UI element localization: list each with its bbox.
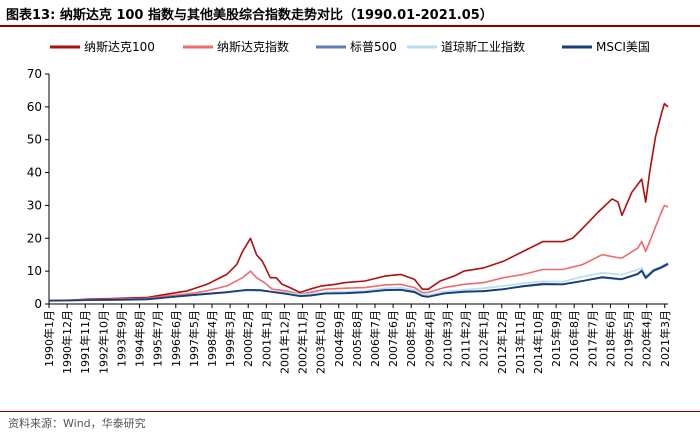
x-tick-label: 2007年6月: [386, 310, 400, 367]
y-tick-label: 50: [27, 133, 42, 147]
x-tick-label: 2018年6月: [603, 310, 617, 367]
source-note: 资料来源：Wind，华泰研究: [8, 417, 146, 430]
y-tick-label: 70: [27, 67, 42, 81]
x-tick-label: 1995年7月: [151, 310, 165, 367]
legend: 纳斯达克100 纳斯达克指数 标普500 道琼斯工业指数 MSCI美国: [50, 39, 650, 54]
x-tick-label: 2012年1月: [477, 310, 491, 367]
x-tick-label: 2003年10月: [314, 310, 328, 374]
legend-label-1: 纳斯达克指数: [217, 39, 289, 54]
y-tick-label: 0: [34, 297, 42, 311]
x-tick-label: 1992年10月: [96, 310, 110, 374]
x-tick-label: 2011年2月: [459, 310, 473, 367]
x-tick-label: 2004年9月: [332, 310, 346, 367]
x-tick-label: 2005年8月: [350, 310, 364, 367]
x-tick-label: 2021年3月: [658, 310, 672, 367]
series-lines: [48, 102, 669, 302]
x-tick-label: 1996年6月: [169, 310, 183, 367]
axes: 0 10 20 30 40 50 60 70 1990年1月 1990年12月 1991年11月 19…: [27, 67, 672, 374]
y-tick-label: 40: [27, 166, 42, 180]
y-tick-label: 60: [27, 100, 42, 114]
x-tick-label: 1990年12月: [60, 310, 74, 374]
y-tick-label: 30: [27, 198, 42, 212]
header-rule: [0, 25, 700, 27]
x-tick-label: 2002年11月: [296, 310, 310, 374]
y-tick-label: 10: [27, 264, 42, 278]
x-tick-label: 2014年10月: [531, 310, 545, 374]
x-tick-label: 1990年1月: [42, 310, 56, 367]
x-tick-label: 2013年11月: [513, 310, 527, 374]
x-tick-label: 2020年4月: [640, 310, 654, 367]
x-tick-label: 2009年4月: [422, 310, 436, 367]
x-tick-label: 2001年12月: [277, 310, 291, 374]
series-line-0: [48, 102, 669, 302]
legend-label-4: MSCI美国: [596, 40, 650, 54]
legend-label-0: 纳斯达克100: [84, 40, 155, 54]
x-tick-label: 1994年8月: [133, 310, 147, 367]
footer-rule: [0, 411, 700, 412]
x-tick-label: 1997年5月: [187, 310, 201, 367]
x-tick-label: 2001年1月: [259, 310, 273, 367]
x-tick-label: 2000年2月: [241, 310, 255, 367]
x-tick-label: 2017年7月: [585, 310, 599, 367]
x-tick-label: 1991年11月: [78, 310, 92, 374]
x-tick-label: 2016年8月: [567, 310, 581, 367]
x-tick-label: 2008年5月: [404, 310, 418, 367]
x-tick-label: 2006年7月: [368, 310, 382, 367]
legend-label-3: 道琼斯工业指数: [441, 39, 525, 54]
chart-title: 图表13: 纳斯达克 100 指数与其他美股综合指数走势对比（1990.01-2…: [6, 8, 493, 23]
x-tick-label: 2019年5月: [622, 310, 636, 367]
x-tick-label: 2015年9月: [549, 310, 563, 367]
x-tick-label: 1993年9月: [114, 310, 128, 367]
x-tick-label: 2012年12月: [495, 310, 509, 374]
series-line-4: [48, 262, 669, 302]
y-tick-label: 20: [27, 231, 42, 245]
legend-label-2: 标普500: [350, 40, 397, 54]
x-tick-label: 1999年3月: [223, 310, 237, 367]
x-tick-label: 1998年4月: [205, 310, 219, 367]
series-line-1: [48, 204, 669, 302]
x-tick-label: 2010年3月: [440, 310, 454, 367]
